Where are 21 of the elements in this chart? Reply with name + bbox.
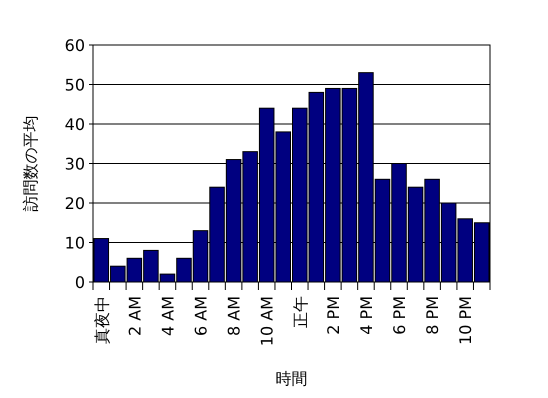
x-tick-label: 6 AM: [192, 296, 211, 336]
y-tick-label: 20: [64, 194, 85, 213]
x-tick-label: 6 PM: [390, 296, 410, 335]
x-tick-label: 4 PM: [356, 296, 376, 335]
y-tick-label: 10: [64, 234, 85, 252]
x-axis-title: 時間: [276, 369, 308, 388]
x-tick-label: 8 PM: [423, 296, 442, 335]
y-tick-label: 60: [64, 36, 85, 55]
y-tick-label: 0: [74, 273, 85, 292]
x-tick-label: 10 PM: [456, 296, 476, 345]
x-tick-label: 4 AM: [158, 296, 178, 336]
y-tick-label: 50: [64, 76, 85, 94]
x-tick-label: 2 AM: [125, 296, 144, 336]
x-tick-label: 真夜中: [92, 296, 112, 344]
x-tick-label: 正午: [290, 296, 310, 328]
x-tick-label: 10 AM: [258, 296, 277, 346]
y-axis-title: 訪問数の平均: [21, 116, 40, 212]
y-tick-label: 30: [64, 154, 85, 174]
x-tick-label: 8 AM: [224, 296, 244, 336]
x-tick-label: 2 PM: [324, 296, 343, 335]
y-tick-label: 40: [64, 115, 85, 134]
